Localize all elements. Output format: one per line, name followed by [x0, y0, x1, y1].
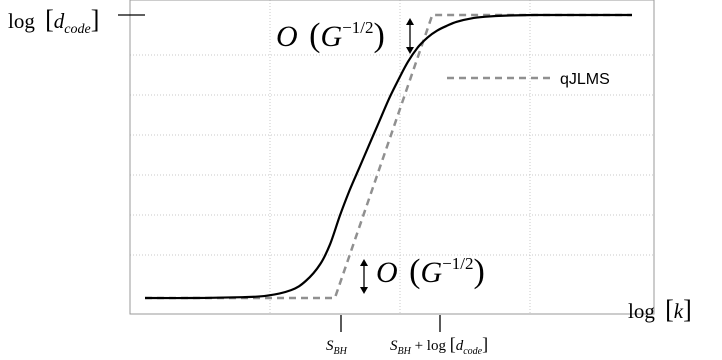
series-solid-curve — [144, 13, 632, 300]
y-axis-label-symbol: d — [54, 9, 65, 33]
x-axis-label: log [k] — [628, 295, 692, 324]
y-axis-label: log [dcode] — [8, 5, 99, 37]
arrow-bottom-icon — [360, 259, 368, 294]
svg-text:O (G−1/2): O (G−1/2) — [376, 253, 485, 290]
x-axis-label-symbol: k — [674, 299, 684, 323]
annotation-bottom-G: G — [421, 256, 443, 289]
legend: qJLMS — [447, 71, 610, 88]
annotation-top: O (G−1/2) — [276, 17, 414, 54]
svg-text:O (G−1/2): O (G−1/2) — [276, 17, 385, 54]
annotation-bottom-exponent: −1/2 — [442, 254, 473, 273]
y-axis-label-pre: log — [8, 9, 35, 33]
x-axis-label-pre: log — [628, 299, 655, 323]
legend-label-qjlms: qJLMS — [560, 71, 610, 88]
annotation-top-G: G — [321, 20, 343, 53]
annotation-top-O: O — [276, 20, 298, 53]
series-layer — [144, 13, 632, 300]
annotation-bottom-O: O — [376, 256, 398, 289]
x-tick-label-sbh-plus-log-dcode: SBH + log [dcode] — [390, 334, 488, 357]
y-axis-label-subscript: code — [64, 22, 90, 37]
annotation-top-exponent: −1/2 — [342, 18, 373, 37]
x-ticks: SBH SBH + log [dcode] — [326, 315, 488, 357]
annotation-bottom: O (G−1/2) — [360, 253, 485, 294]
arrow-top-icon — [406, 18, 414, 54]
plot-frame — [129, 0, 655, 315]
x-tick-label-sbh: SBH — [326, 338, 348, 357]
